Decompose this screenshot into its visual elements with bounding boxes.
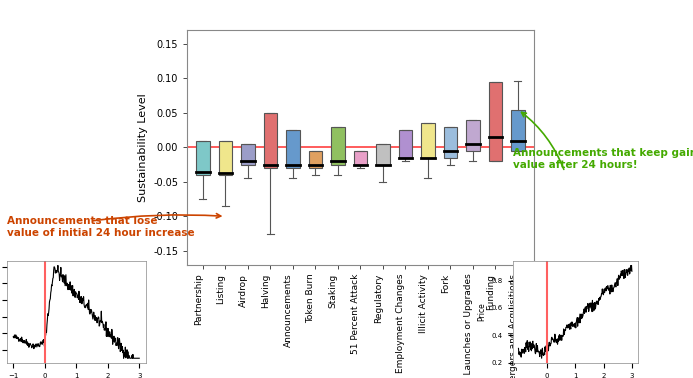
Bar: [353, 151, 367, 165]
Bar: [308, 151, 322, 168]
Bar: [466, 120, 480, 151]
Bar: [421, 123, 435, 158]
Bar: [444, 127, 457, 158]
Bar: [398, 130, 412, 158]
Text: Announcements that keep gaining
value after 24 hours!: Announcements that keep gaining value af…: [513, 148, 693, 170]
Bar: [376, 144, 389, 165]
Bar: [196, 141, 209, 175]
Bar: [489, 82, 502, 161]
Bar: [331, 127, 344, 165]
Text: Announcements that lose
value of initial 24 hour increase: Announcements that lose value of initial…: [7, 216, 195, 238]
Bar: [241, 144, 254, 165]
Bar: [286, 130, 299, 168]
Bar: [218, 141, 232, 175]
Bar: [263, 113, 277, 168]
Y-axis label: Price: Price: [477, 302, 486, 321]
Bar: [511, 110, 525, 151]
Y-axis label: Sustainability Level: Sustainability Level: [137, 93, 148, 202]
